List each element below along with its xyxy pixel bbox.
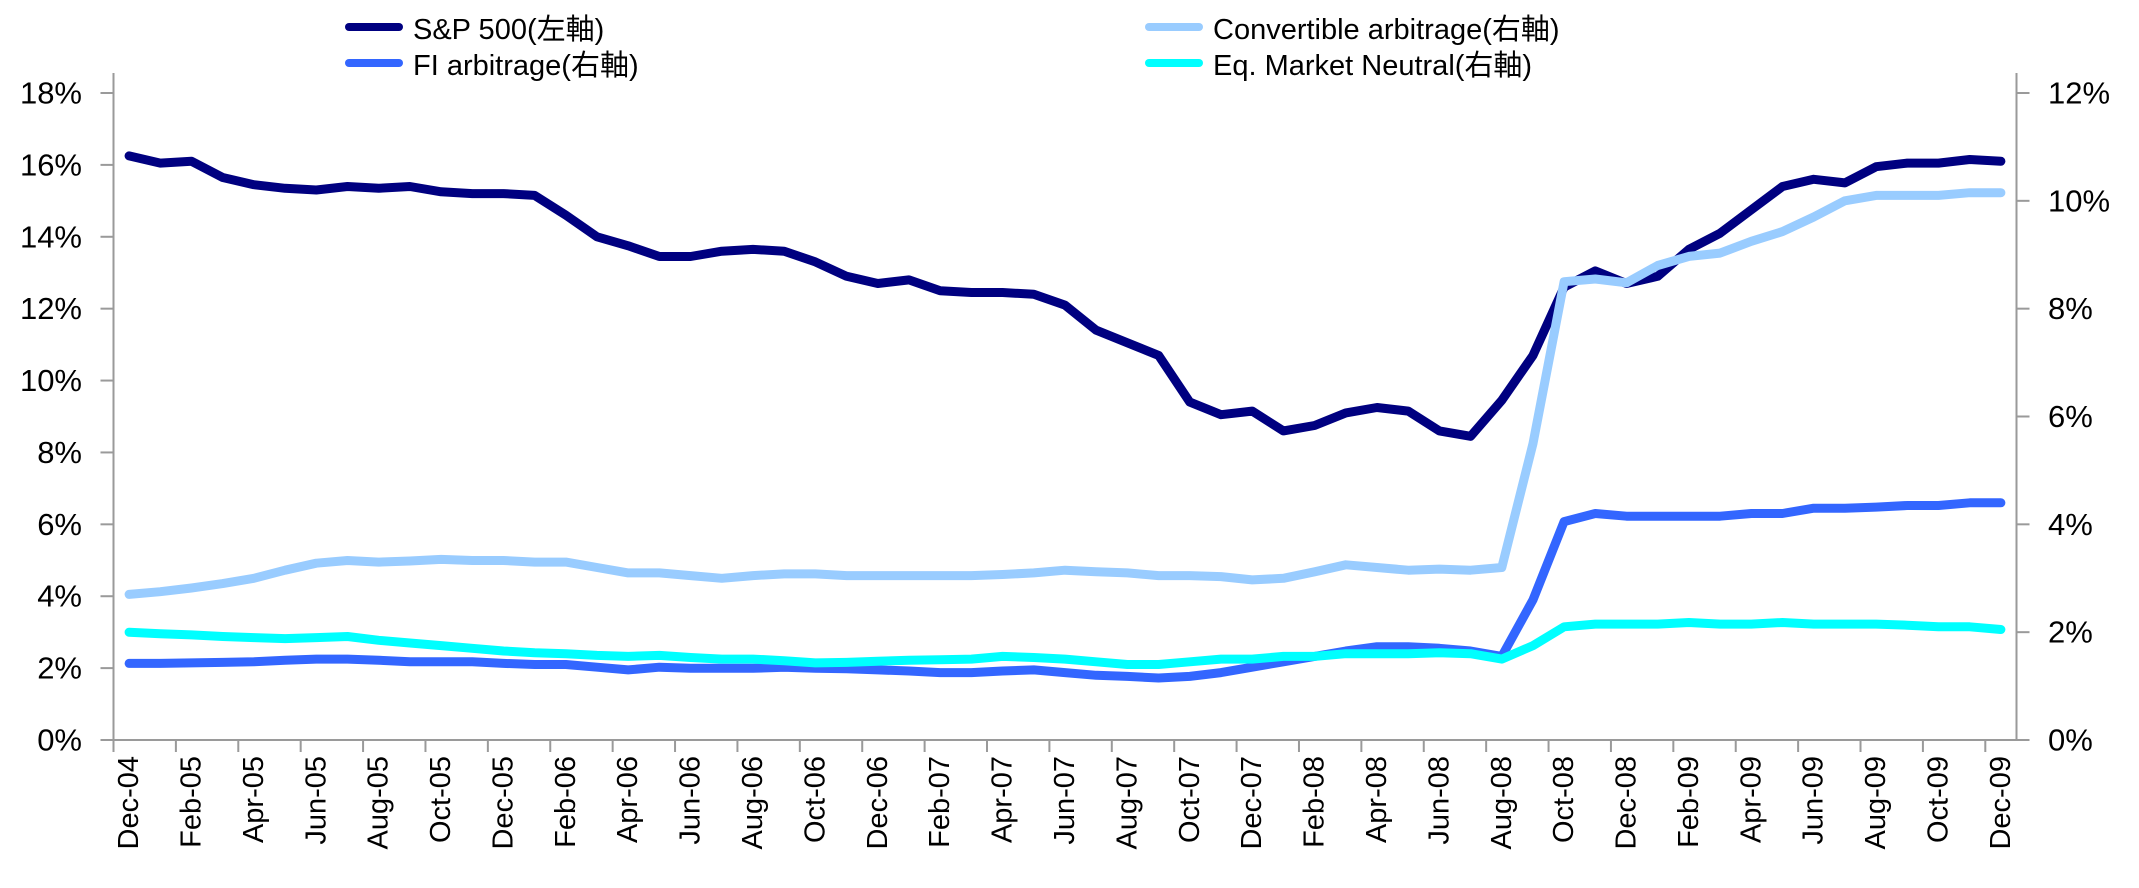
series-line-1 xyxy=(124,188,2006,599)
left-axis-tick-label: 0% xyxy=(37,723,82,758)
x-axis-tick-label: Aug-08 xyxy=(1486,756,1518,850)
x-axis-tick-label: Feb-07 xyxy=(924,756,956,848)
right-axis-tick-label: 6% xyxy=(2048,399,2093,434)
x-axis-tick-label: Jun-09 xyxy=(1798,756,1830,845)
x-axis-tick-label: Oct-09 xyxy=(1923,756,1955,843)
right-axis-tick-label: 2% xyxy=(2048,615,2093,650)
legend-label-1: Convertible arbitrage(右軸) xyxy=(1213,14,1560,46)
x-axis-tick-label: Aug-09 xyxy=(1860,756,1892,850)
legend-item-3: Eq. Market Neutral(右軸) xyxy=(1145,46,1532,82)
x-axis-tick-label: Dec-05 xyxy=(487,756,519,850)
left-axis-tick-label: 2% xyxy=(37,651,82,686)
legend-line-swatch-1 xyxy=(1145,23,1203,31)
x-axis-tick-label: Aug-07 xyxy=(1111,756,1143,850)
x-axis-tick-label: Dec-08 xyxy=(1611,756,1643,850)
x-axis-tick-label: Oct-06 xyxy=(799,756,831,843)
legend-line-swatch-3 xyxy=(1145,59,1203,67)
right-axis-tick-label: 12% xyxy=(2048,76,2110,111)
series-line-0 xyxy=(124,151,2006,441)
x-axis-tick-label: Jun-05 xyxy=(300,756,332,845)
left-axis-tick-label: 6% xyxy=(37,507,82,542)
x-axis-tick-label: Apr-05 xyxy=(238,756,270,843)
x-axis-tick-label: Apr-07 xyxy=(987,756,1019,843)
x-axis-tick-label: Apr-06 xyxy=(612,756,644,843)
x-axis-tick-label: Feb-08 xyxy=(1299,756,1331,848)
left-axis-tick-label: 12% xyxy=(20,291,82,326)
left-axis-tick-label: 4% xyxy=(37,579,82,614)
x-axis-tick-label: Jun-06 xyxy=(675,756,707,845)
x-axis-tick-label: Dec-04 xyxy=(113,756,145,850)
x-axis-tick-label: Jun-07 xyxy=(1049,756,1081,845)
x-axis-tick-label: Dec-06 xyxy=(862,756,894,850)
x-axis-tick-label: Dec-09 xyxy=(1985,756,2017,850)
legend-label-2: FI arbitrage(右軸) xyxy=(413,50,639,82)
x-axis-tick-label: Jun-08 xyxy=(1423,756,1455,845)
left-axis-tick-label: 16% xyxy=(20,147,82,182)
legend-line-swatch-2 xyxy=(345,59,403,67)
legend-item-2: FI arbitrage(右軸) xyxy=(345,46,639,82)
chart-legend: S&P 500(左軸) FI arbitrage(右軸) Convertible a… xyxy=(0,0,2139,90)
series-line-2 xyxy=(124,498,2006,683)
series-line-3 xyxy=(124,618,2006,669)
legend-label-0: S&P 500(左軸) xyxy=(413,14,605,46)
x-axis-tick-label: Feb-09 xyxy=(1673,756,1705,848)
x-axis-tick-label: Dec-07 xyxy=(1236,756,1268,850)
right-axis-tick-label: 0% xyxy=(2048,723,2093,758)
x-axis-tick-label: Apr-08 xyxy=(1361,756,1393,843)
x-axis-tick-label: Aug-05 xyxy=(363,756,395,850)
legend-line-swatch-0 xyxy=(345,23,403,31)
right-axis-tick-label: 4% xyxy=(2048,507,2093,542)
legend-item-0: S&P 500(左軸) xyxy=(345,10,604,46)
left-axis-tick-label: 8% xyxy=(37,435,82,470)
left-axis-tick-label: 14% xyxy=(20,219,82,254)
left-axis-tick-label: 18% xyxy=(20,76,82,111)
x-axis-tick-label: Aug-06 xyxy=(737,756,769,850)
x-axis-tick-label: Oct-08 xyxy=(1548,756,1580,843)
legend-label-3: Eq. Market Neutral(右軸) xyxy=(1213,50,1533,82)
right-axis-tick-label: 8% xyxy=(2048,291,2093,326)
x-axis-tick-label: Feb-06 xyxy=(550,756,582,848)
x-axis-tick-label: Apr-09 xyxy=(1735,756,1767,843)
x-axis-tick-label: Oct-07 xyxy=(1174,756,1206,843)
legend-item-1: Convertible arbitrage(右軸) xyxy=(1145,10,1560,46)
x-axis-tick-label: Feb-05 xyxy=(175,756,207,848)
x-axis-tick-label: Oct-05 xyxy=(425,756,457,843)
left-axis-tick-label: 10% xyxy=(20,363,82,398)
right-axis-tick-label: 10% xyxy=(2048,183,2110,218)
